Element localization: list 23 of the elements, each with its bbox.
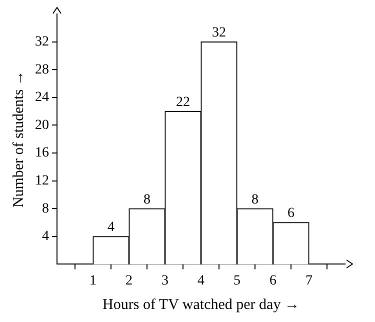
x-tick-label: 3 — [162, 273, 168, 288]
y-tick-label: 4 — [42, 229, 49, 244]
x-tick-label: 5 — [234, 273, 240, 288]
x-tick-label: 2 — [126, 273, 132, 288]
y-tick-label: 32 — [35, 34, 49, 50]
y-tick-label: 20 — [35, 118, 49, 133]
y-tick-label: 16 — [35, 146, 49, 161]
y-tick-label: 24 — [35, 90, 49, 106]
x-tick-label: 1 — [90, 273, 96, 288]
x-tick-label: 6 — [270, 273, 276, 288]
y-tick-label: 12 — [35, 173, 49, 188]
x-tick-label: 7 — [306, 273, 312, 288]
data-label: 22 — [176, 94, 190, 110]
data-label: 32 — [212, 25, 226, 40]
data-label: 8 — [144, 192, 150, 208]
x-tick-label: 4 — [198, 273, 204, 288]
data-label: 4 — [108, 220, 114, 236]
y-tick-label: 28 — [35, 62, 49, 78]
y-tick-label: 8 — [42, 201, 49, 216]
x-axis-title: Hours of TV watched per day → — [102, 296, 300, 313]
data-label: 8 — [252, 192, 258, 208]
y-axis-title: Number of students → — [10, 70, 27, 208]
data-label: 6 — [288, 206, 294, 222]
